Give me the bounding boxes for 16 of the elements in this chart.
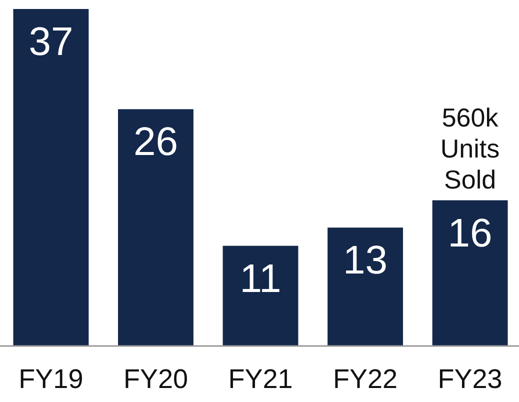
- data-label: 13: [343, 238, 388, 283]
- bar: [432, 200, 508, 346]
- bar: [118, 109, 194, 346]
- x-tick-label: FY21: [228, 364, 293, 394]
- x-tick-label: FY20: [123, 364, 188, 394]
- x-tick-label: FY19: [18, 364, 84, 394]
- x-tick-label: FY23: [438, 364, 502, 394]
- annotation: 560k Units Sold: [440, 102, 500, 194]
- bar: [328, 228, 403, 346]
- data-label: 16: [448, 211, 492, 256]
- data-label: 37: [28, 20, 74, 64]
- data-label: 11: [240, 256, 282, 301]
- data-label: 26: [133, 120, 178, 164]
- x-tick-label: FY22: [333, 364, 398, 394]
- bar: [13, 9, 89, 346]
- bar: [222, 246, 298, 346]
